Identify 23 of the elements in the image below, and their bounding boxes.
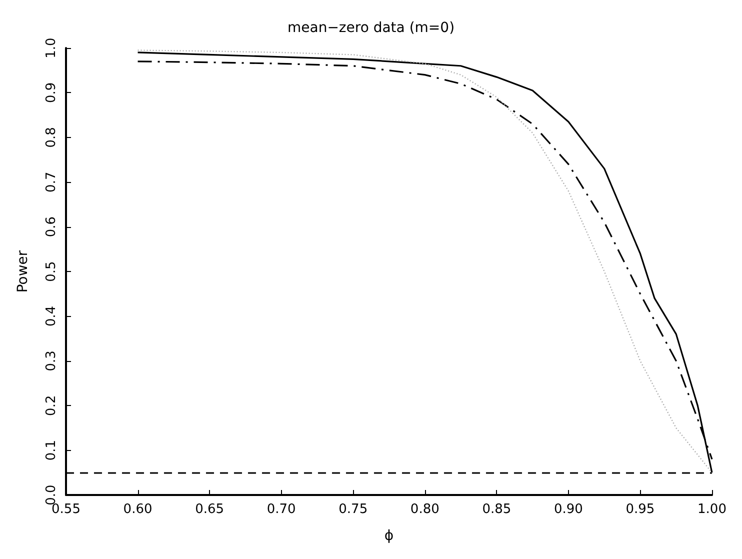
y-tick-label: 1.0	[44, 38, 59, 58]
y-tick-label: 0.2	[44, 395, 59, 416]
y-tick-label: 0.4	[44, 306, 59, 327]
y-tick-label: 0.9	[44, 82, 59, 104]
y-tick-label: 0.3	[44, 350, 59, 372]
x-tick-label: 0.70	[266, 502, 296, 517]
x-tick-label: 0.65	[195, 502, 224, 517]
y-axis-title: Power	[15, 250, 31, 293]
x-tick-label: 0.95	[626, 502, 655, 517]
y-tick-label: 0.7	[44, 172, 59, 192]
y-tick-label: 0.1	[44, 440, 59, 461]
x-axis-title: ϕ	[384, 528, 394, 544]
chart-title: mean−zero data (m=0)	[287, 20, 455, 36]
y-tick-label: 0.5	[44, 261, 59, 282]
x-tick-label: 1.00	[698, 502, 726, 517]
y-tick-label: 0.8	[44, 127, 59, 148]
x-tick-label: 0.85	[482, 502, 512, 517]
x-tick-label: 0.90	[554, 502, 583, 517]
x-tick-label: 0.80	[410, 502, 440, 517]
x-tick-label: 0.60	[123, 502, 152, 517]
x-tick-label: 0.75	[338, 502, 368, 517]
x-tick-label: 0.55	[52, 502, 80, 517]
y-tick-label: 0.6	[44, 216, 59, 238]
